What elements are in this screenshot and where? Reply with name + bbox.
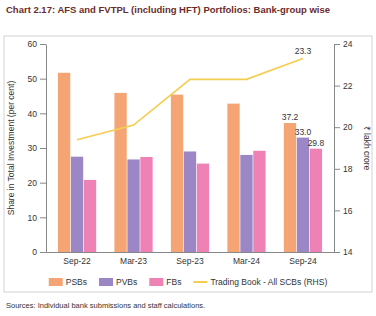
legend-swatch [149,278,163,286]
data-label: 23.3 [295,46,312,56]
tick-label: 24 [343,39,353,49]
legend-swatch [49,278,63,286]
data-label: 29.8 [308,138,325,148]
tick-label: 16 [343,206,353,216]
tick: 30 [28,143,46,153]
tick-label: 30 [28,143,38,153]
legend-item: FBs [149,277,181,287]
axis-line [46,45,47,253]
tick-label: Sep-23 [176,256,204,266]
plot: 37.2 33.029.8 23.3 0 10 20 30 40 50 60 14 16 18 20 22 2… [28,39,353,266]
data-label: 37.2 [282,112,299,122]
figure-frame [4,36,372,292]
tick-mark [40,113,46,114]
bar [297,138,309,252]
tick-label: 18 [343,164,353,174]
tick-label: 50 [28,74,38,84]
tick-mark [334,44,340,45]
tick-label: 20 [343,122,353,132]
axis-line [47,252,335,253]
tick: 40 [28,109,46,119]
legend-label: FBs [166,277,181,287]
legend-label: PVBs [116,277,137,287]
tick-label: Sep-24 [289,256,317,266]
bar [84,180,96,252]
y-axis: 0 10 20 30 40 50 60 [28,39,47,257]
legend-item: PVBs [99,277,137,287]
source: Sources: Individual bank submissions and… [6,301,205,310]
tick-label: 20 [28,178,38,188]
tick: 10 [28,213,46,223]
tick-label: Mar-23 [120,256,147,266]
tick-mark [334,210,340,211]
tick-mark [334,127,340,128]
tick-label: 14 [343,247,353,257]
tick: 22 [334,81,353,91]
tick: 20 [334,122,353,132]
tick: 50 [28,74,46,84]
bar [127,159,139,252]
y-axis-title: Share in Total Investment (per cent) [6,81,16,216]
line [77,59,303,140]
legend-item: Trading Book - All SCBs (RHS) [193,277,327,287]
bar [171,95,183,252]
axis-line [334,45,335,253]
tick-label: 10 [28,213,38,223]
bar [310,149,322,252]
title: Chart 2.17: AFS and FVTPL (including HFT… [6,4,330,15]
legend-label: Trading Book - All SCBs (RHS) [210,277,327,287]
tick: 24 [334,39,353,49]
bar [284,123,296,252]
bar [71,157,83,252]
tick-mark [40,79,46,80]
tick: 18 [334,164,353,174]
chart: Chart 2.17: AFS and FVTPL (including HFT… [0,0,376,316]
tick: 14 [334,247,353,257]
bar [240,155,252,252]
tick-mark [40,252,46,253]
tick-mark [40,148,46,149]
tick-mark [334,86,340,87]
tick: Mar-23 [120,252,147,266]
tick-mark [40,44,46,45]
x-axis: Sep-22 Mar-23 Sep-23 Mar-24 Sep-24 [47,252,335,266]
tick-label: 40 [28,109,38,119]
tick-label: 0 [32,247,37,257]
bar [197,164,209,252]
tick-mark [334,169,340,170]
tick: Sep-24 [289,252,317,266]
legend: PSBs PVBs FBs Trading Book - All SCBs (RHS) [49,277,328,287]
tick: 0 [32,247,46,257]
y2-axis: 14 16 18 20 22 24 [334,39,353,257]
bar [227,104,239,252]
legend-swatch [99,278,113,286]
tick-mark [334,252,340,253]
tick: 60 [28,39,46,49]
tick: Sep-23 [176,252,204,266]
tick-label: 60 [28,39,38,49]
tick-mark [40,183,46,184]
bar [184,151,196,252]
tick: 16 [334,206,353,216]
bar [253,151,265,252]
tick: 20 [28,178,46,188]
legend-label: PSBs [66,277,87,287]
tick-mark [40,217,46,218]
tick: Mar-24 [233,252,260,266]
tick-label: Mar-24 [233,256,260,266]
bar [114,93,126,252]
tick: Sep-22 [63,252,91,266]
data-labels: 37.2 33.029.8 23.3 [282,46,325,148]
bar [58,73,70,252]
tick-label: 22 [343,81,353,91]
marks [58,59,322,252]
y2-axis-title: ₹ lakh crore [362,126,372,171]
tick-label: Sep-22 [63,256,91,266]
legend-item: PSBs [49,277,87,287]
data-label: 33.0 [295,127,312,137]
bar [140,157,152,252]
legend-swatch [193,281,207,283]
